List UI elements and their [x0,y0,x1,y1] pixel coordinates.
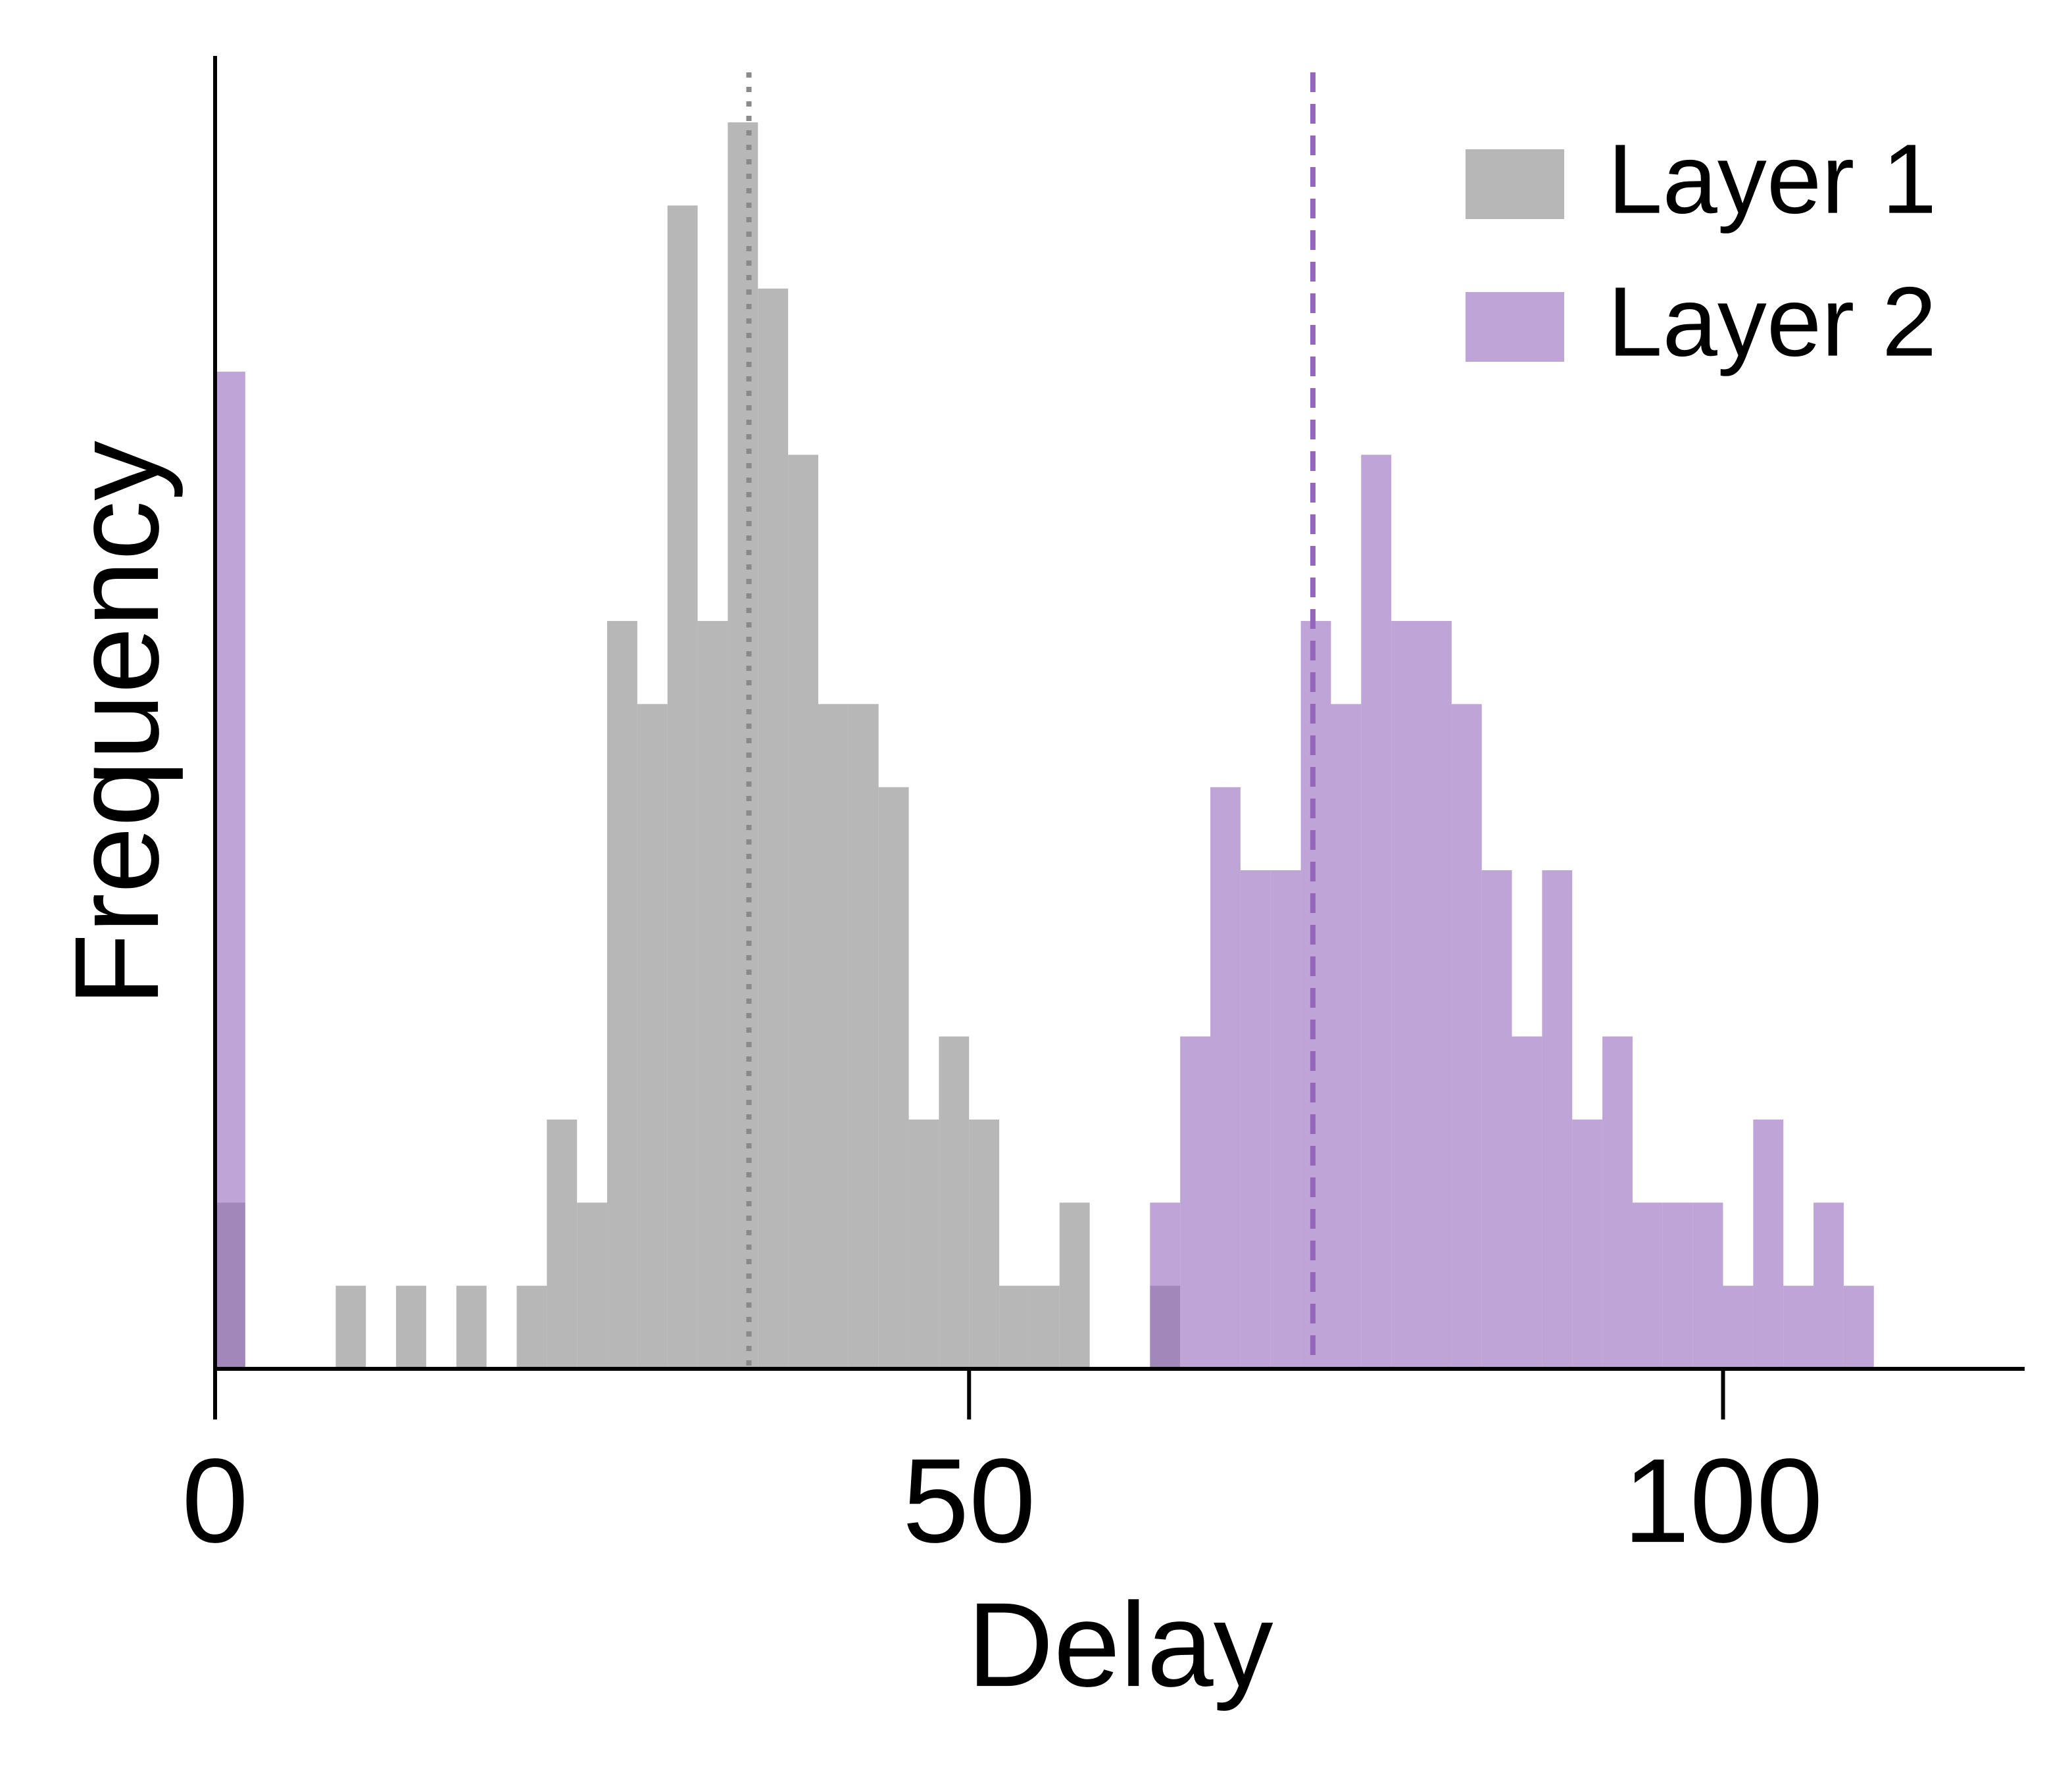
bar [1512,1036,1542,1369]
legend-swatch [1466,149,1564,219]
x-axis-label: Delay [967,1577,1273,1712]
bar [697,621,728,1369]
bar [1813,1202,1844,1369]
bar [1451,704,1482,1369]
bar [1843,1285,1874,1369]
bar [335,1285,366,1369]
bar [1783,1285,1814,1369]
bar [1180,1036,1211,1369]
bar [969,1120,1000,1369]
bar [637,704,668,1369]
bar [1602,1036,1633,1369]
y-axis-label: Frequency [49,441,184,1006]
bar [456,1285,487,1369]
bar [1059,1202,1090,1369]
bar [788,455,818,1369]
bar [1421,621,1452,1369]
bar [1240,870,1271,1369]
bar [1270,870,1301,1369]
legend-swatch [1466,292,1564,362]
bar [939,1036,970,1369]
bar [516,1285,547,1369]
x-tick-label: 50 [902,1433,1035,1567]
bar [848,704,879,1369]
bar [1692,1202,1723,1369]
bar [1542,870,1573,1369]
bar [999,1285,1029,1369]
bar [1481,870,1512,1369]
x-tick-label: 0 [182,1433,248,1567]
bar [1632,1202,1663,1369]
bar [728,122,758,1369]
bar [1150,1202,1181,1369]
x-tick-label: 100 [1623,1433,1823,1567]
bar [396,1285,426,1369]
bar [215,372,245,1369]
bar [1210,787,1241,1369]
bar [577,1202,608,1369]
bar [878,787,909,1369]
legend-label: Layer 2 [1608,266,1936,377]
bar [1331,704,1362,1369]
bar [1572,1120,1603,1369]
bar [1361,455,1392,1369]
bar [758,288,789,1369]
bar [607,621,637,1369]
bar [547,1120,578,1369]
bar [818,704,849,1369]
bar [667,205,698,1369]
bar [1753,1120,1784,1369]
legend-label: Layer 1 [1608,124,1936,234]
bar [1300,621,1331,1369]
bar [1391,621,1421,1369]
bar [1662,1202,1693,1369]
bar [1029,1285,1060,1369]
bar [908,1120,939,1369]
bar [1723,1285,1754,1369]
